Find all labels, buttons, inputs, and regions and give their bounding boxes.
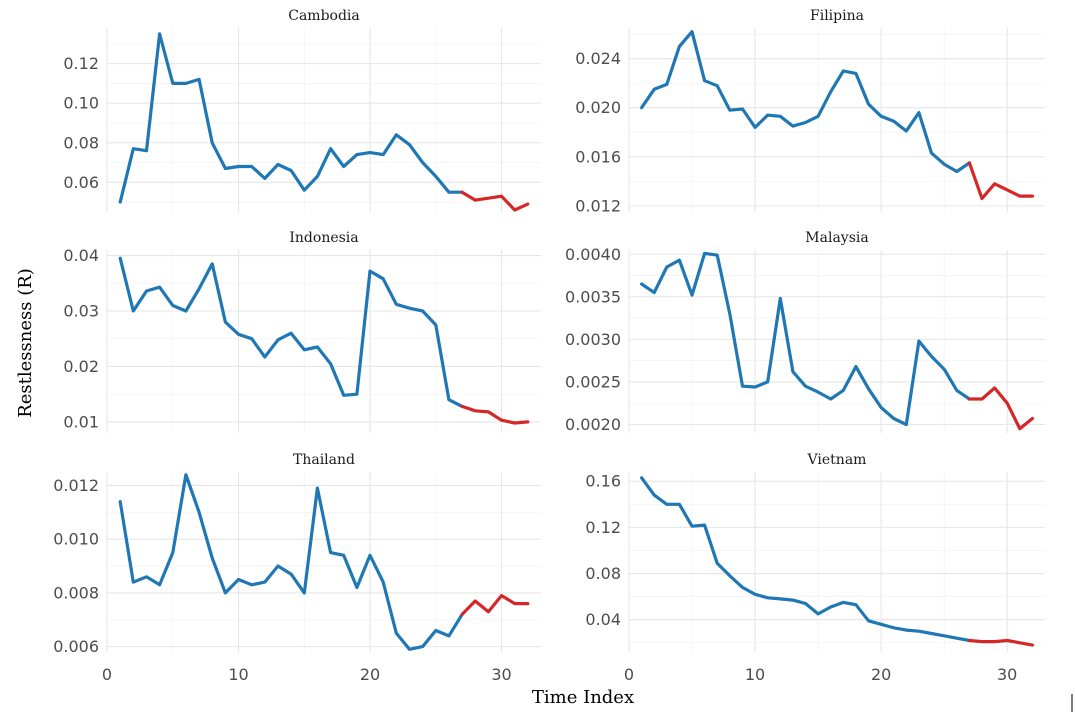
y-tick-label: 0.0025 [565, 372, 621, 391]
facet-title: Vietnam [807, 452, 867, 468]
x-tick-label: 0 [102, 665, 112, 684]
x-tick-label: 30 [997, 665, 1017, 684]
facet-title: Indonesia [289, 230, 358, 246]
y-tick-label: 0.12 [585, 518, 621, 537]
y-tick-label: 0.0040 [565, 245, 621, 264]
x-tick-label: 10 [745, 665, 765, 684]
y-tick-label: 0.08 [585, 564, 621, 583]
facet-title: Cambodia [288, 8, 360, 24]
facet-panel-vietnam: 0.04 0.08 0.12 0.16 0 10 20 30 Vietnam [585, 452, 1045, 684]
facet-title: Filipina [810, 8, 864, 24]
x-tick-label: 0 [624, 665, 634, 684]
series-line-forecast [967, 638, 1035, 647]
y-tick-label: 0.024 [575, 49, 621, 68]
y-tick-label: 0.0030 [565, 330, 621, 349]
series-line-observed [639, 30, 972, 174]
y-tick-label: 0.0020 [565, 415, 621, 434]
series-line-observed [118, 473, 464, 651]
facet-panel-malaysia: 0.0020 0.0025 0.0030 0.0035 0.0040 Malaysia [565, 230, 1045, 434]
y-tick-label: 0.008 [53, 583, 99, 602]
series-line-forecast [460, 593, 530, 617]
y-tick-label: 0.08 [63, 133, 99, 152]
y-tick-label: 0.03 [63, 302, 99, 321]
series-line-observed [639, 251, 972, 427]
y-tick-label: 0.02 [63, 357, 99, 376]
y-tick-label: 0.012 [53, 476, 99, 495]
series-line-observed [639, 476, 972, 643]
y-tick-label: 0.012 [575, 196, 621, 215]
x-tick-label: 20 [871, 665, 891, 684]
x-tick-label: 20 [360, 665, 380, 684]
x-tick-label: 30 [491, 665, 511, 684]
y-tick-label: 0.06 [63, 173, 99, 192]
facet-title: Malaysia [805, 230, 868, 246]
y-tick-label: 0.04 [63, 246, 99, 265]
y-tick-label: 0.10 [63, 94, 99, 113]
y-tick-label: 0.010 [53, 530, 99, 549]
y-tick-label: 0.016 [575, 147, 621, 166]
facet-panel-indonesia: 0.01 0.02 0.03 0.04 Indonesia [63, 230, 541, 433]
x-tick-label: 10 [228, 665, 248, 684]
y-tick-label: 0.006 [53, 637, 99, 656]
y-tick-label: 0.020 [575, 98, 621, 117]
facet-panel-thailand: 0.006 0.008 0.010 0.012 0 10 20 30 Thailand [53, 452, 541, 684]
y-axis-title: Restlessness (R) [15, 268, 36, 418]
y-tick-label: 0.12 [63, 54, 99, 73]
y-tick-label: 0.04 [585, 610, 621, 629]
y-tick-label: 0.0035 [565, 287, 621, 306]
series-line-forecast [460, 190, 530, 212]
x-axis-title: Time Index [532, 687, 634, 708]
series-line-forecast [967, 161, 1035, 201]
y-tick-label: 0.01 [63, 412, 99, 431]
facet-panel-filipina: 0.012 0.016 0.020 0.024 Filipina [575, 8, 1045, 215]
series-line-forecast [460, 404, 530, 425]
series-line-observed [118, 256, 464, 408]
series-line-observed [118, 32, 464, 204]
facet-panel-cambodia: 0.06 0.08 0.10 0.12 Cambodia [63, 8, 541, 212]
series-line-forecast [967, 386, 1035, 431]
y-tick-label: 0.16 [585, 472, 621, 491]
facet-title: Thailand [293, 452, 355, 468]
